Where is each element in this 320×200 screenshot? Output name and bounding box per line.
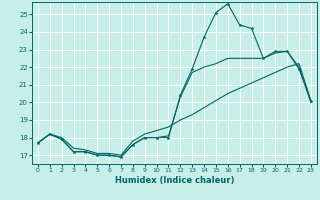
X-axis label: Humidex (Indice chaleur): Humidex (Indice chaleur) [115, 176, 234, 185]
